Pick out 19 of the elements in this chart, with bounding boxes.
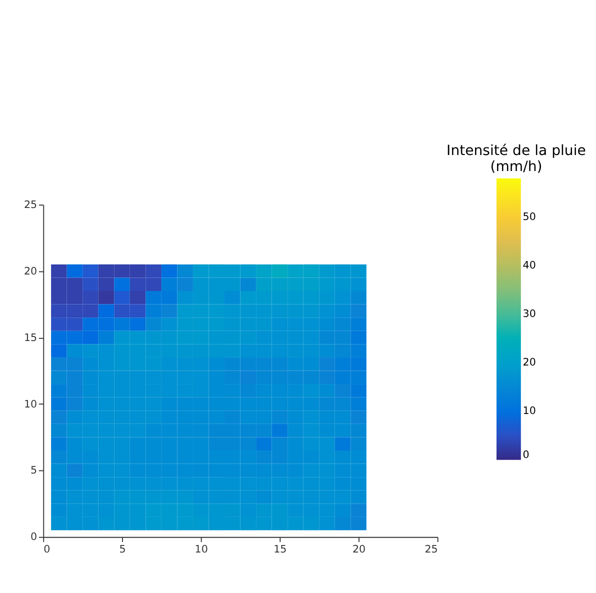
y-tick-label: 20 bbox=[24, 265, 38, 278]
x-tick-label: 0 bbox=[44, 543, 50, 556]
x-tick-label: 5 bbox=[119, 543, 126, 556]
y-tick-label: 5 bbox=[30, 464, 38, 477]
color-bar-label: 0 bbox=[522, 449, 530, 462]
color-bar-label: 40 bbox=[522, 260, 536, 272]
y-tick-label: 0 bbox=[30, 531, 38, 544]
x-tick-label: 10 bbox=[194, 543, 208, 556]
x-tick-label: 25 bbox=[424, 543, 438, 556]
y-tick-label: 10 bbox=[24, 398, 38, 410]
x-tick-label: 20 bbox=[352, 543, 366, 556]
color-bar-title: Intensité de la pluie (mm/h) bbox=[446, 142, 586, 175]
color-bar-label: 20 bbox=[522, 356, 536, 369]
y-tick-label: 25 bbox=[24, 198, 38, 211]
color-bar-label: 10 bbox=[522, 405, 536, 418]
x-tick-label: 15 bbox=[274, 543, 287, 556]
color-bar-label: 50 bbox=[522, 210, 536, 223]
color-bar-label: 30 bbox=[522, 308, 536, 320]
y-tick-label: 15 bbox=[24, 332, 38, 344]
